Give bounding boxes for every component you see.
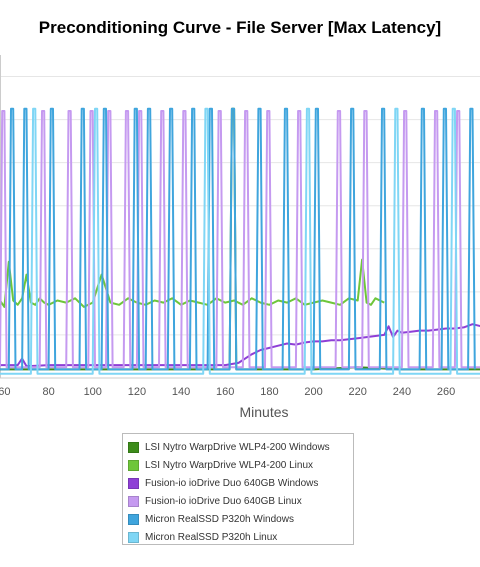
chart-title: Preconditioning Curve - File Server [Max… xyxy=(38,18,442,37)
legend-label: Fusion-io ioDrive Duo 640GB Linux xyxy=(145,495,302,507)
legend-item[interactable]: Fusion-io ioDrive Duo 640GB Linux xyxy=(128,492,353,510)
series-line-1 xyxy=(0,258,385,308)
legend: LSI Nytro WarpDrive WLP4-200 Windows LSI … xyxy=(122,433,354,545)
series-layer xyxy=(0,107,480,375)
x-tick-label: 260 xyxy=(437,386,455,398)
legend-swatch xyxy=(128,477,139,489)
legend-label: Micron RealSSD P320h Windows xyxy=(145,513,294,525)
x-tick-label: 220 xyxy=(349,386,367,398)
x-tick-label: 140 xyxy=(172,386,190,398)
x-tick-label: 60 xyxy=(0,386,11,398)
legend-swatch xyxy=(128,441,139,453)
x-tick-label: 240 xyxy=(393,386,411,398)
x-axis-ticks: 6080100120140160180200220240260280 xyxy=(0,386,455,398)
legend-swatch xyxy=(128,495,139,507)
x-tick-label: 80 xyxy=(42,386,54,398)
legend-label: LSI Nytro WarpDrive WLP4-200 Linux xyxy=(145,459,314,471)
legend-label: Fusion-io ioDrive Duo 640GB Windows xyxy=(145,477,319,489)
legend-item[interactable]: LSI Nytro WarpDrive WLP4-200 Linux xyxy=(128,456,353,474)
series-line-3 xyxy=(0,110,480,369)
x-tick-label: 120 xyxy=(128,386,146,398)
legend-swatch xyxy=(128,459,139,471)
series-line-4 xyxy=(0,107,476,371)
legend-item[interactable]: LSI Nytro WarpDrive WLP4-200 Windows xyxy=(128,438,353,456)
legend-item[interactable]: Fusion-io ioDrive Duo 640GB Windows xyxy=(128,474,353,492)
line-chart: 6080100120140160180200220240260280 Minut… xyxy=(0,55,480,420)
legend-label: Micron RealSSD P320h Linux xyxy=(145,531,278,543)
legend-item[interactable]: Micron RealSSD P320h Windows xyxy=(128,510,353,528)
legend-swatch xyxy=(128,531,139,543)
x-tick-label: 200 xyxy=(304,386,322,398)
x-tick-label: 180 xyxy=(260,386,278,398)
x-tick-label: 160 xyxy=(216,386,234,398)
series-line-5 xyxy=(0,107,480,375)
legend-swatch xyxy=(128,513,139,525)
legend-item[interactable]: Micron RealSSD P320h Linux xyxy=(128,528,353,546)
x-tick-label: 100 xyxy=(84,386,102,398)
x-axis-title: Minutes xyxy=(239,404,288,420)
legend-label: LSI Nytro WarpDrive WLP4-200 Windows xyxy=(145,441,330,453)
